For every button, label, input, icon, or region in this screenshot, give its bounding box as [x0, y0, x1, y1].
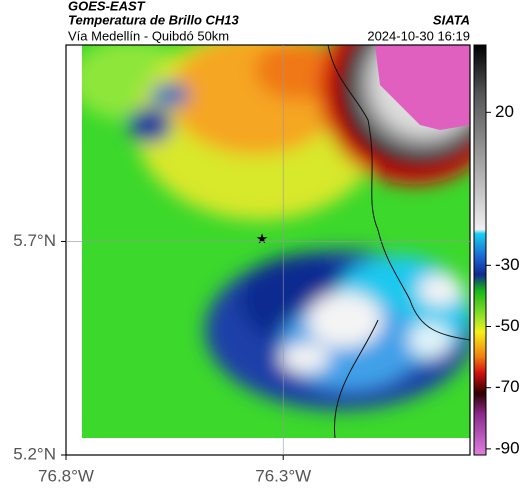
datetime: 2024-10-30 16:19 — [367, 28, 470, 43]
colorbar-tick-label: -30 — [495, 255, 520, 274]
map-frame — [65, 44, 471, 456]
y-tick-label: 5.2°N — [13, 444, 56, 463]
y-tick-label: 5.7°N — [13, 231, 56, 250]
subtitle: Temperatura de Brillo CH13 — [68, 12, 240, 27]
location-star: ★ — [256, 231, 269, 247]
region: Vía Medellín - Quibdó 50km — [68, 28, 229, 43]
colorbar-tick-label: -70 — [495, 377, 520, 396]
imagery: ★ — [82, 45, 470, 438]
x-tick-label: 76.8°W — [38, 466, 94, 485]
x-tick-label: 76.3°W — [255, 466, 311, 485]
title: GOES-EAST — [68, 0, 146, 13]
axes: 76.8°W 76.3°W 5.7°N 5.2°N 20 -30 -50 -70 -90 — [13, 45, 520, 485]
source: SIATA — [433, 12, 470, 27]
colorbar-tick-label: -90 — [495, 438, 520, 457]
colorbar-tick-label: -50 — [495, 316, 520, 335]
colorbar-tick-label: 20 — [495, 102, 514, 121]
colorbar — [473, 44, 487, 456]
